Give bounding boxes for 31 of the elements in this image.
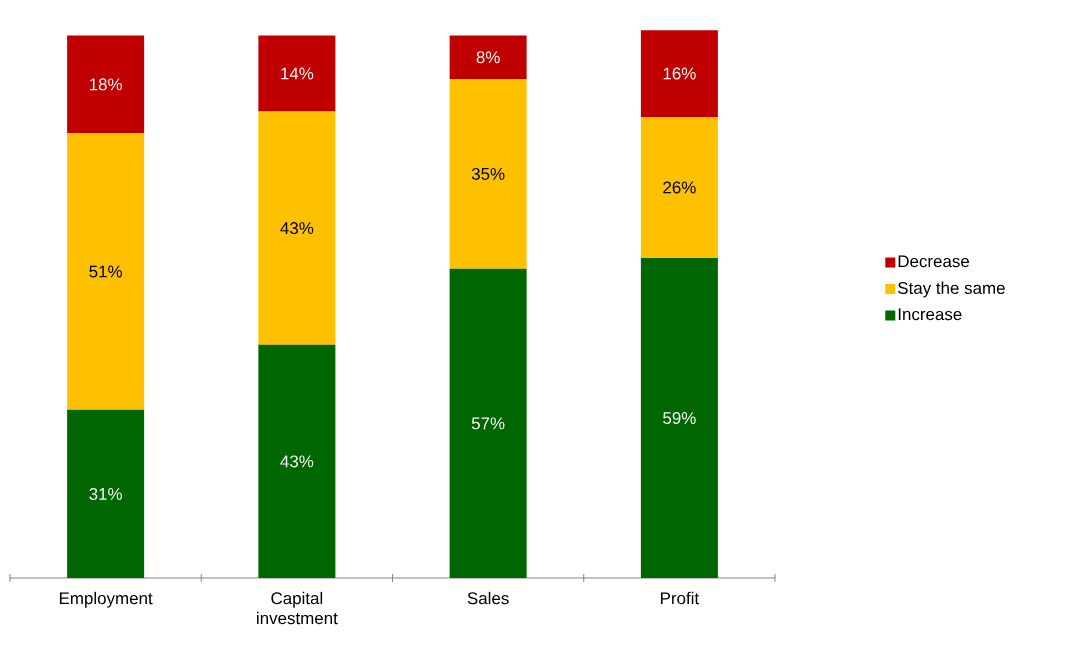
data-label: 31%	[89, 487, 122, 500]
data-label: 14%	[281, 67, 314, 80]
data-label: 26%	[663, 181, 696, 194]
data-label: 43%	[280, 222, 314, 235]
legend-label: Increase	[898, 308, 962, 321]
legend-label: Stay the same	[898, 281, 1005, 298]
bar	[640, 30, 718, 117]
data-label: 57%	[471, 417, 505, 430]
bar	[67, 35, 145, 134]
bar	[67, 133, 145, 410]
data-label: 35%	[471, 167, 505, 180]
legend-label: Decrease	[898, 255, 970, 268]
x-tick-label: Employment	[59, 591, 153, 608]
data-label: 43%	[280, 455, 314, 468]
x-tick-label: Capital investment	[257, 591, 338, 625]
data-label: 59%	[663, 411, 696, 424]
bar	[449, 268, 527, 578]
data-label: 18%	[89, 78, 122, 91]
bar	[640, 257, 718, 578]
x-tick-label: Sales	[467, 591, 509, 605]
bar	[258, 344, 336, 578]
bar	[449, 35, 527, 79]
bar	[67, 409, 145, 578]
data-label: 8%	[476, 51, 500, 64]
bar	[258, 111, 336, 345]
data-label: 51%	[89, 265, 122, 278]
data-label: 16%	[663, 67, 696, 80]
bar	[640, 116, 718, 258]
x-tick-label: Profit	[661, 591, 700, 605]
bar	[258, 35, 336, 112]
bar	[449, 78, 527, 269]
